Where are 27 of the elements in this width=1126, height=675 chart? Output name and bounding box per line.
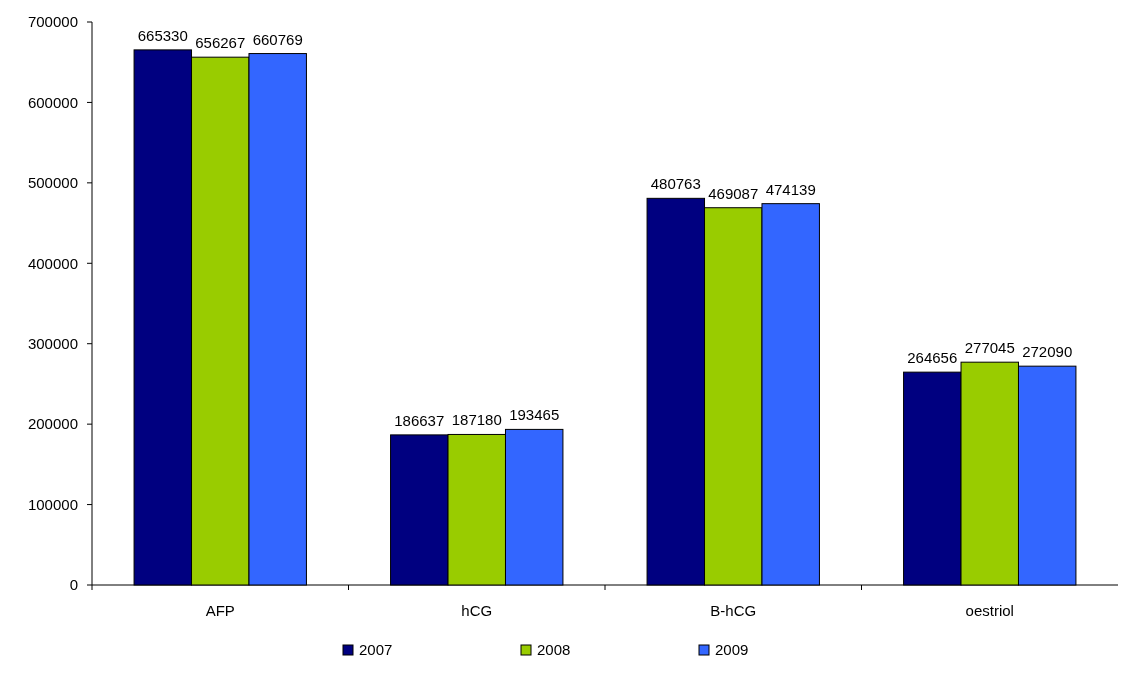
legend-label: 2009 — [715, 641, 749, 658]
data-label: 474139 — [765, 180, 816, 198]
x-tick-label: oestriol — [965, 602, 1014, 619]
y-tick-label: 600000 — [27, 93, 78, 111]
data-label: 277045 — [964, 339, 1015, 357]
data-label: 186637 — [394, 411, 445, 429]
x-tick-label: B-hCG — [710, 602, 757, 619]
y-tick-label: 0 — [69, 576, 78, 594]
data-label: 193465 — [509, 406, 560, 424]
y-tick-label: 300000 — [27, 334, 78, 352]
y-tick-label: 400000 — [27, 254, 78, 272]
legend-label: 2007 — [359, 641, 393, 658]
y-tick-label: 500000 — [27, 174, 78, 192]
data-label: 187180 — [451, 411, 502, 429]
x-tick-label: hCG — [461, 602, 493, 619]
data-label: 665330 — [137, 26, 188, 44]
data-label: 264656 — [907, 349, 958, 367]
data-label: 272090 — [1022, 343, 1073, 361]
y-tick-label: 200000 — [27, 415, 78, 433]
data-label: 656267 — [195, 34, 246, 52]
y-tick-label: 700000 — [27, 13, 78, 31]
x-tick-label: AFP — [205, 602, 235, 619]
data-label: 469087 — [708, 184, 759, 202]
legend-label: 2008 — [537, 641, 571, 658]
y-tick-label: 100000 — [27, 495, 78, 513]
data-label: 480763 — [650, 175, 701, 193]
data-label: 660769 — [252, 30, 303, 48]
